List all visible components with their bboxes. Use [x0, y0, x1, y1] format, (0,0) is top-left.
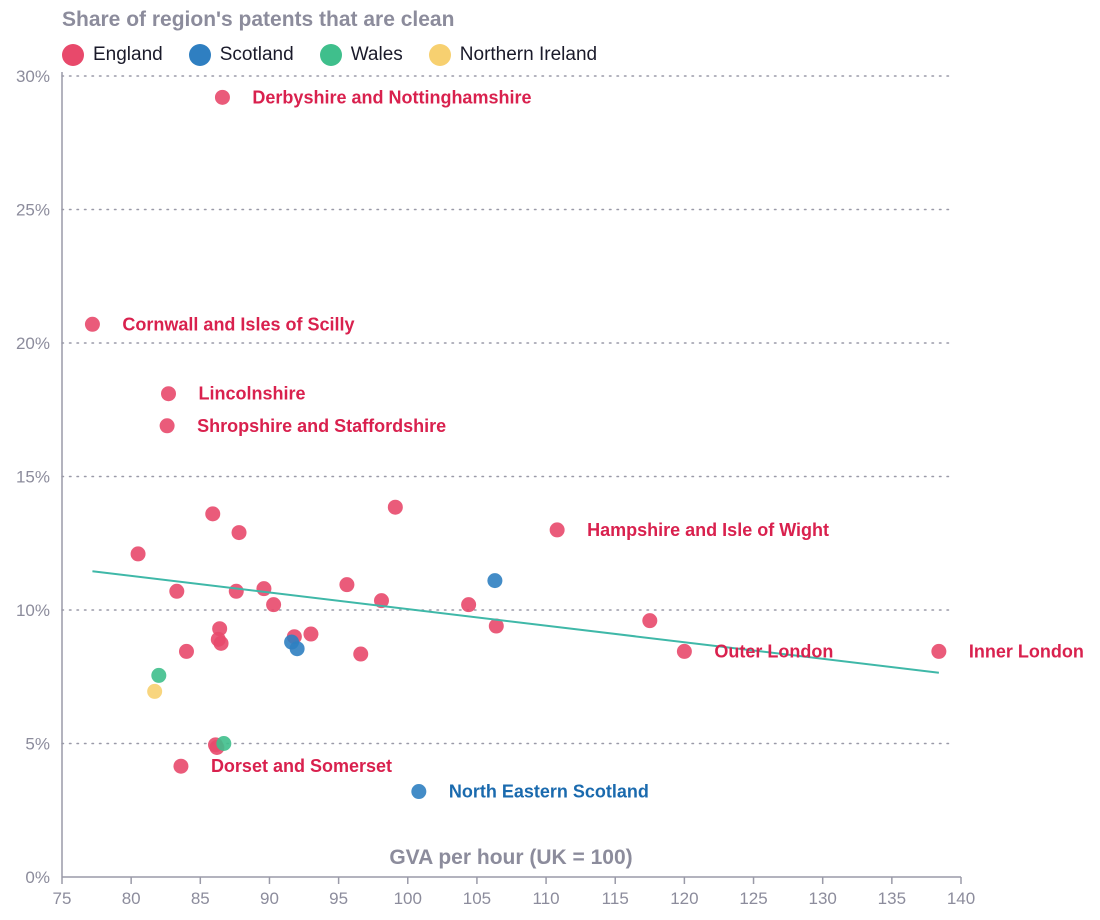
- point-label-dorset-and-somerset: Dorset and Somerset: [211, 756, 392, 776]
- point-england[interactable]: [387, 499, 403, 515]
- y-tick-label: 20%: [16, 334, 50, 353]
- x-tick-label: 130: [809, 889, 837, 908]
- point-england[interactable]: [642, 613, 658, 629]
- x-tick-label: 125: [739, 889, 767, 908]
- x-tick-label: 75: [53, 889, 72, 908]
- legend-item-scotland[interactable]: Scotland: [188, 44, 294, 66]
- legend-swatch-england: [62, 44, 84, 66]
- point-england[interactable]: [266, 597, 282, 613]
- data-points: [84, 89, 947, 800]
- point-england[interactable]: [173, 758, 189, 774]
- x-tick-label: 140: [947, 889, 975, 908]
- x-tick-label: 90: [260, 889, 279, 908]
- y-tick-label: 10%: [16, 601, 50, 620]
- legend-swatch-northern-ireland: [428, 44, 451, 66]
- x-tick-label: 105: [463, 889, 491, 908]
- point-label-outer-london: Outer London: [714, 641, 833, 661]
- point-label-hampshire-and-isle-of-wight: Hampshire and Isle of Wight: [587, 520, 829, 540]
- point-england[interactable]: [373, 593, 389, 609]
- chart-title: Share of region's patents that are clean: [62, 8, 455, 31]
- point-england[interactable]: [84, 316, 100, 332]
- point-england[interactable]: [353, 646, 369, 662]
- point-england[interactable]: [205, 506, 221, 522]
- y-tick-label: 30%: [16, 67, 50, 86]
- x-axis-title: GVA per hour (UK = 100): [389, 846, 632, 869]
- legend-label-wales: Wales: [350, 44, 403, 65]
- point-label-inner-london: Inner London: [969, 641, 1084, 661]
- axes: 0% 5% 10% 15% 20% 25% 30% 75 80 85 90 95 100 105 110 11…: [16, 67, 975, 908]
- x-tick-label: 120: [670, 889, 698, 908]
- point-label-north-eastern-scotland: North Eastern Scotland: [449, 782, 649, 802]
- y-tick-label: 0%: [25, 868, 50, 887]
- point-england[interactable]: [178, 643, 194, 659]
- legend-item-england[interactable]: England: [62, 44, 163, 66]
- legend-swatch-scotland: [188, 44, 211, 66]
- legend-item-wales[interactable]: Wales: [319, 44, 403, 66]
- point-label-cornwall-and-isles-of-scilly: Cornwall and Isles of Scilly: [122, 314, 354, 334]
- y-tick-label: 25%: [16, 201, 50, 220]
- point-label-lincolnshire: Lincolnshire: [198, 384, 305, 404]
- point-england[interactable]: [169, 583, 185, 599]
- point-scotland[interactable]: [289, 641, 305, 657]
- x-tick-label: 85: [191, 889, 210, 908]
- point-label-shropshire-and-staffordshire: Shropshire and Staffordshire: [197, 416, 446, 436]
- legend-item-northern-ireland[interactable]: Northern Ireland: [428, 44, 598, 66]
- legend-label-northern-ireland: Northern Ireland: [459, 44, 598, 65]
- point-northern-ireland[interactable]: [147, 683, 163, 699]
- trendline: [92, 570, 939, 674]
- point-wales[interactable]: [151, 667, 167, 683]
- x-tick-label: 100: [394, 889, 422, 908]
- trendline-group: [92, 570, 939, 674]
- point-england[interactable]: [160, 386, 176, 402]
- point-england[interactable]: [256, 581, 272, 597]
- x-tick-label: 80: [122, 889, 141, 908]
- x-tick-label: 95: [329, 889, 348, 908]
- point-england[interactable]: [303, 626, 319, 642]
- point-england[interactable]: [228, 583, 244, 599]
- grid-lines: [61, 75, 951, 745]
- point-england[interactable]: [339, 577, 355, 593]
- point-england[interactable]: [214, 89, 230, 105]
- point-label-derbyshire-and-nottinghamshire: Derbyshire and Nottinghamshire: [252, 87, 531, 107]
- point-scotland[interactable]: [411, 784, 427, 800]
- point-england[interactable]: [488, 618, 504, 634]
- legend-label-england: England: [93, 44, 163, 65]
- point-wales[interactable]: [216, 736, 232, 751]
- x-tick-label: 115: [602, 889, 629, 908]
- point-scotland[interactable]: [487, 573, 503, 589]
- point-england[interactable]: [130, 546, 146, 562]
- point-england[interactable]: [159, 418, 175, 434]
- legend-label-scotland: Scotland: [219, 44, 294, 65]
- y-tick-label: 15%: [16, 468, 50, 487]
- point-england[interactable]: [213, 635, 229, 651]
- point-england[interactable]: [931, 643, 947, 659]
- x-tick-label: 110: [533, 889, 560, 908]
- point-england[interactable]: [461, 597, 477, 613]
- legend: England Scotland Wales Northern Ireland: [62, 44, 623, 66]
- x-tick-label: 135: [878, 889, 906, 908]
- point-england[interactable]: [231, 525, 247, 541]
- point-labels: Derbyshire and Nottinghamshire Cornwall a…: [122, 87, 1083, 801]
- legend-swatch-wales: [319, 44, 342, 66]
- point-england[interactable]: [549, 522, 565, 538]
- point-england[interactable]: [676, 643, 692, 659]
- y-tick-label: 5%: [25, 735, 50, 754]
